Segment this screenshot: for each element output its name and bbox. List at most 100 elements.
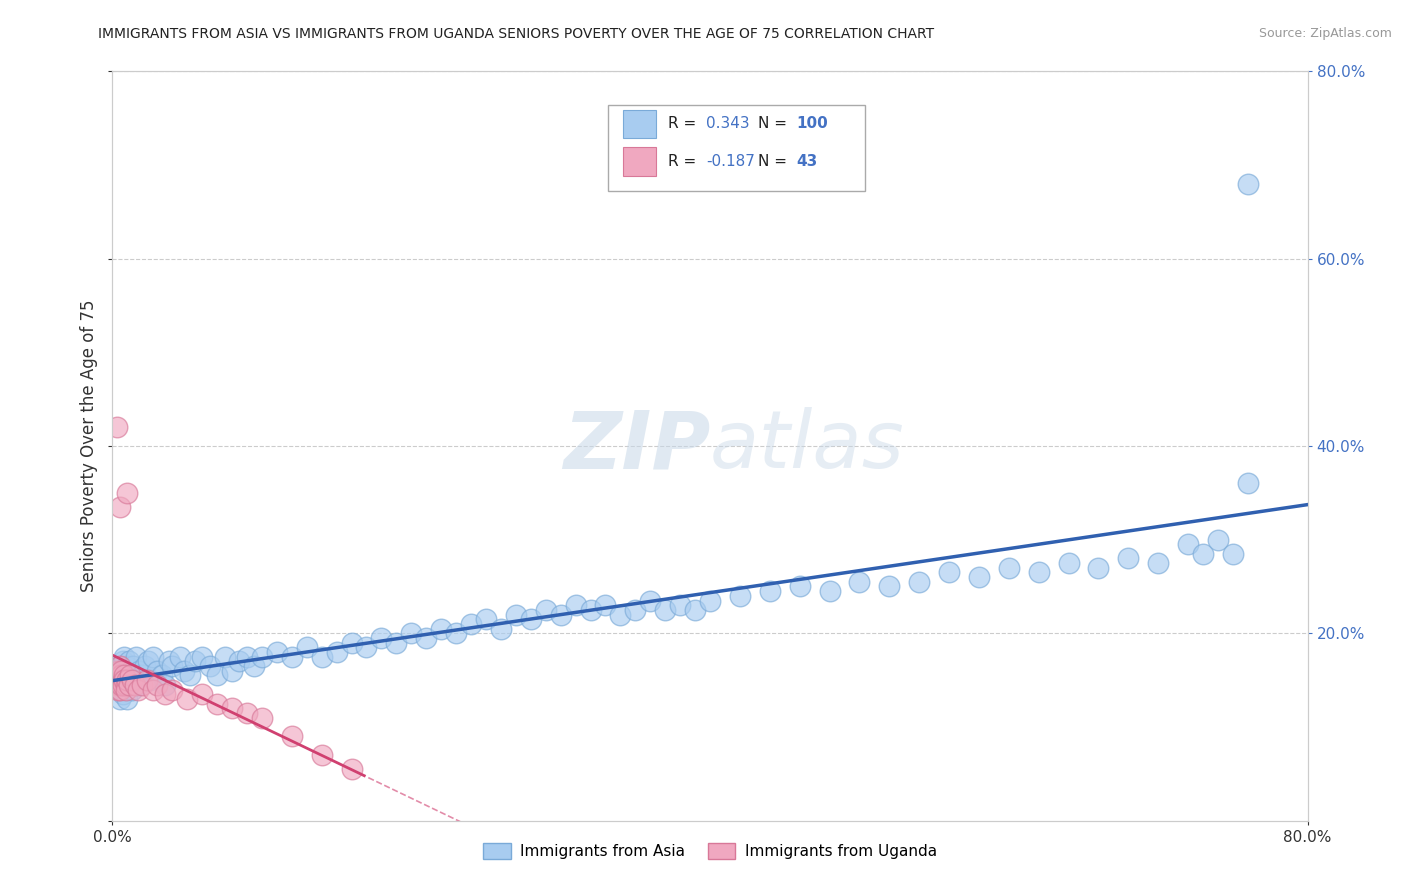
Point	[114, 673, 135, 688]
Point	[111, 687, 134, 701]
Point	[281, 730, 304, 744]
Point	[124, 673, 146, 688]
FancyBboxPatch shape	[623, 110, 657, 138]
Point	[1118, 551, 1140, 566]
Point	[579, 603, 602, 617]
Point	[114, 678, 135, 692]
Point	[654, 603, 676, 617]
Point	[759, 584, 782, 599]
Point	[134, 659, 156, 673]
Point	[108, 500, 131, 514]
Point	[111, 655, 134, 669]
Point	[162, 659, 183, 673]
Point	[131, 678, 153, 692]
Point	[115, 678, 138, 692]
Point	[117, 673, 139, 688]
Point	[173, 664, 195, 678]
Y-axis label: Seniors Poverty Over the Age of 75: Seniors Poverty Over the Age of 75	[80, 300, 98, 592]
Point	[640, 593, 662, 607]
Point	[105, 678, 128, 692]
Point	[135, 673, 157, 688]
Point	[169, 649, 191, 664]
Text: N =: N =	[758, 116, 792, 131]
Point	[107, 682, 129, 697]
Point	[205, 668, 228, 682]
Point	[111, 673, 134, 688]
Point	[1177, 537, 1199, 551]
Point	[114, 664, 135, 678]
Point	[520, 612, 543, 626]
Point	[108, 692, 131, 706]
Text: Source: ZipAtlas.com: Source: ZipAtlas.com	[1258, 27, 1392, 40]
Point	[266, 645, 288, 659]
Text: 0.343: 0.343	[706, 116, 749, 131]
Point	[385, 635, 408, 649]
Point	[191, 649, 214, 664]
Point	[111, 678, 134, 692]
Point	[475, 612, 498, 626]
Point	[183, 655, 205, 669]
Point	[550, 607, 572, 622]
Point	[107, 673, 129, 688]
Point	[311, 747, 333, 762]
Point	[340, 635, 363, 649]
Point	[115, 682, 138, 697]
Point	[142, 682, 165, 697]
Point	[311, 649, 333, 664]
Text: IMMIGRANTS FROM ASIA VS IMMIGRANTS FROM UGANDA SENIORS POVERTY OVER THE AGE OF 7: IMMIGRANTS FROM ASIA VS IMMIGRANTS FROM …	[98, 27, 935, 41]
Point	[198, 659, 221, 673]
Text: 100: 100	[796, 116, 828, 131]
Point	[117, 659, 139, 673]
Point	[370, 631, 392, 645]
Point	[107, 664, 129, 678]
Point	[108, 673, 131, 688]
Point	[221, 701, 243, 715]
Point	[250, 710, 273, 724]
Point	[848, 574, 870, 589]
Point	[444, 626, 467, 640]
Point	[818, 584, 841, 599]
FancyBboxPatch shape	[609, 105, 866, 191]
Point	[121, 682, 143, 697]
Point	[789, 580, 811, 594]
Point	[415, 631, 437, 645]
Point	[938, 566, 960, 580]
Point	[117, 692, 139, 706]
Point	[128, 664, 150, 678]
Point	[595, 599, 617, 613]
Point	[214, 649, 236, 664]
Point	[131, 668, 153, 682]
Point	[146, 678, 169, 692]
Point	[1237, 177, 1260, 191]
Point	[401, 626, 423, 640]
Point	[250, 649, 273, 664]
Point	[115, 682, 138, 697]
Point	[127, 682, 149, 697]
Point	[108, 682, 131, 697]
FancyBboxPatch shape	[623, 147, 657, 176]
Point	[489, 622, 512, 636]
Point	[908, 574, 931, 589]
Text: -0.187: -0.187	[706, 153, 755, 169]
Point	[221, 664, 243, 678]
Point	[142, 649, 165, 664]
Point	[205, 697, 228, 711]
Point	[108, 668, 131, 682]
Text: atlas: atlas	[710, 407, 905, 485]
Point	[236, 649, 259, 664]
Point	[153, 687, 176, 701]
Point	[117, 673, 139, 688]
Point	[1206, 533, 1229, 547]
Point	[228, 655, 250, 669]
Point	[127, 678, 149, 692]
Point	[125, 649, 148, 664]
Point	[728, 589, 751, 603]
Point	[460, 617, 482, 632]
Point	[505, 607, 527, 622]
Point	[115, 668, 138, 682]
Point	[153, 678, 176, 692]
Point	[624, 603, 647, 617]
Point	[139, 673, 162, 688]
Point	[356, 640, 378, 655]
Point	[150, 668, 173, 682]
